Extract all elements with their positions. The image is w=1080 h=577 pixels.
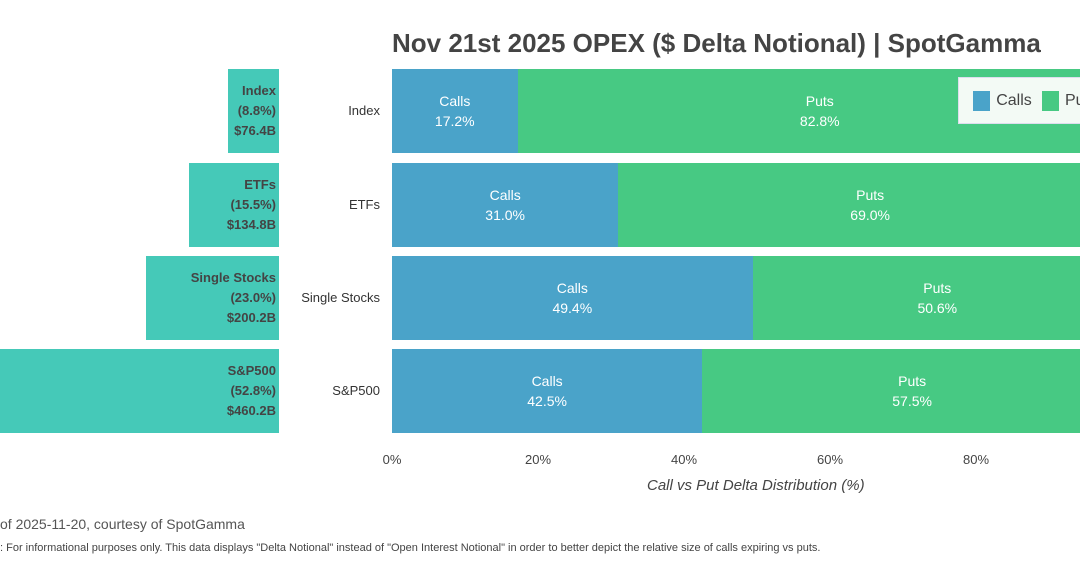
disclaimer-text: : For informational purposes only. This … — [0, 542, 821, 554]
data-label: Calls — [489, 187, 521, 203]
side-bar-label: $460.2B — [226, 403, 276, 418]
side-bar-label: $134.8B — [226, 217, 276, 232]
legend-label-puts: Puts — [1064, 91, 1080, 109]
data-label: 17.2% — [434, 113, 475, 129]
side-bar-label: (52.8%) — [230, 383, 276, 398]
data-label: 42.5% — [527, 393, 567, 409]
x-tick-label: 60% — [816, 452, 844, 467]
x-tick-label: 0% — [382, 452, 402, 467]
x-tick-label: 20% — [524, 452, 552, 467]
legend-swatch-calls — [973, 90, 991, 111]
x-tick-label: 80% — [962, 452, 990, 467]
side-bar-label: ETFs — [244, 177, 276, 192]
x-tick-label: 40% — [670, 452, 698, 467]
bar-calls: Calls 31.0% — [392, 163, 619, 247]
bar-puts: Puts 57.5% — [702, 349, 1080, 433]
side-bar-label: $76.4B — [234, 123, 276, 138]
side-bar: Single Stocks (23.0%) $200.2B — [145, 256, 279, 340]
x-axis-label: Call vs Put Delta Distribution (%) — [647, 477, 865, 494]
side-bar-label: (15.5%) — [230, 197, 276, 212]
source-text: of 2025-11-20, courtesy of SpotGamma — [0, 516, 245, 532]
data-label: Puts — [856, 187, 885, 203]
data-label: 50.6% — [917, 300, 958, 316]
side-bar-label: Single Stocks — [190, 270, 276, 285]
bar-puts: Puts 50.6% — [752, 256, 1080, 340]
data-label: Calls — [556, 280, 588, 296]
side-bar-label: S&P500 — [227, 363, 276, 378]
side-bar: Index (8.8%) $76.4B — [227, 69, 279, 153]
bar-calls: Calls 49.4% — [392, 256, 753, 340]
legend-label-calls: Calls — [996, 91, 1032, 109]
chart-title: Nov 21st 2025 OPEX ($ Delta Notional) | … — [392, 28, 1041, 58]
bar-calls: Calls 42.5% — [392, 349, 703, 433]
data-label: 57.5% — [892, 393, 932, 409]
side-bar-label: (23.0%) — [230, 290, 276, 305]
legend: Calls Puts — [958, 77, 1080, 124]
data-label: Calls — [531, 373, 563, 389]
bar-calls: Calls 17.2% — [392, 69, 518, 153]
data-label: 82.8% — [799, 113, 840, 129]
bar-puts: Puts 69.0% — [618, 163, 1080, 247]
side-bar: ETFs (15.5%) $134.8B — [189, 163, 279, 247]
category-label: S&P500 — [332, 383, 380, 398]
category-label: Index — [348, 103, 380, 118]
data-label: Puts — [923, 280, 952, 296]
category-label: Single Stocks — [301, 290, 380, 305]
side-bar-label: (8.8%) — [237, 103, 276, 118]
data-label: Puts — [898, 373, 927, 389]
side-bar: S&P500 (52.8%) $460.2B — [0, 349, 279, 433]
data-label: 31.0% — [485, 207, 525, 223]
data-label: 69.0% — [850, 207, 890, 223]
data-label: 49.4% — [552, 300, 593, 316]
data-label: Calls — [439, 93, 471, 109]
legend-swatch-puts — [1041, 90, 1059, 111]
data-label: Puts — [805, 93, 834, 109]
category-label: ETFs — [348, 197, 380, 212]
side-bar-label: Index — [242, 83, 276, 98]
side-bar-label: $200.2B — [226, 310, 276, 325]
